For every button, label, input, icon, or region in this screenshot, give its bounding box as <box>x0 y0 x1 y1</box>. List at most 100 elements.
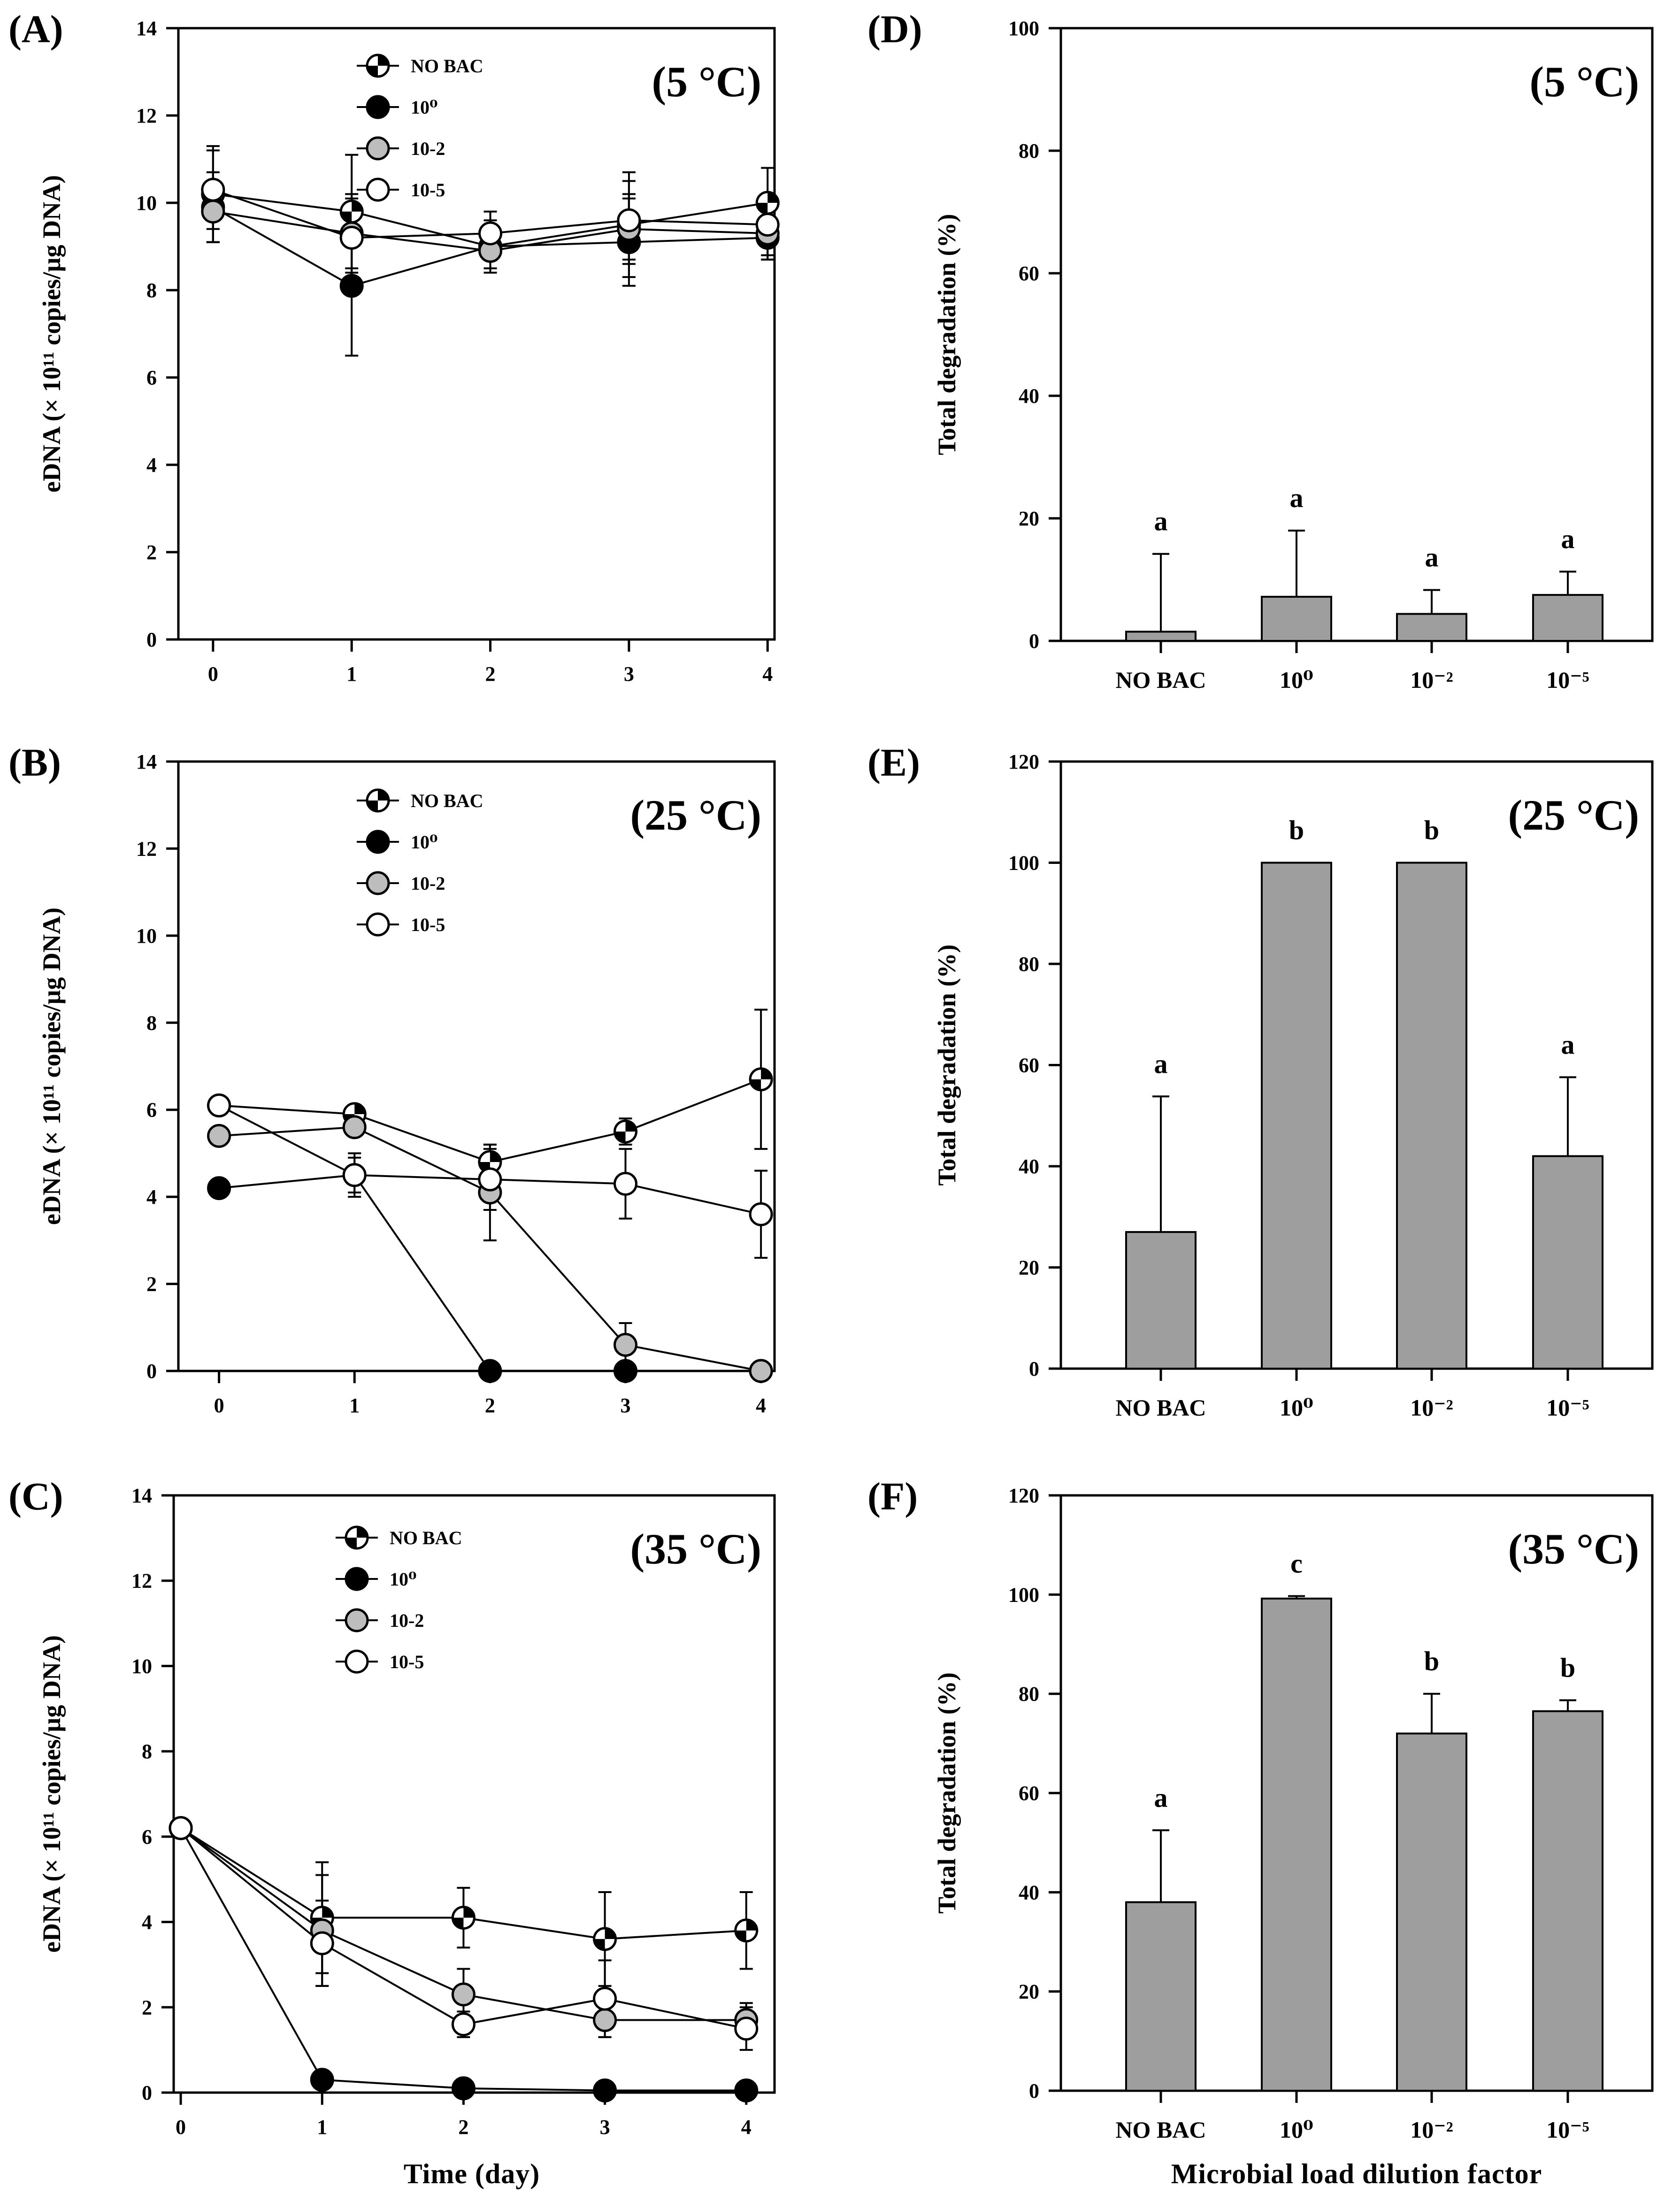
data-point-d2 <box>749 1359 773 1383</box>
panel-d: 0 20 40 60 80 100 a NO BAC a 10⁰ a 10⁻² a 10⁻⁵ (D) (5 °… <box>867 8 1654 693</box>
x-tick-label: 4 <box>756 1394 766 1417</box>
bar <box>1532 594 1603 642</box>
x-tick-label: 3 <box>621 1394 631 1417</box>
legend-label-d5: 10-5 <box>390 1651 424 1672</box>
x-tick-label: 3 <box>624 662 634 685</box>
x-tick-label: 2 <box>458 2116 468 2139</box>
bar <box>1261 862 1332 1370</box>
y-tick-label: 0 <box>146 628 157 651</box>
category-label: NO BAC <box>1115 2117 1206 2143</box>
x-axis-title-dilution: Microbial load dilution factor <box>1171 2158 1542 2189</box>
panel-letter: (B) <box>8 741 61 785</box>
bar <box>1532 1155 1603 1370</box>
significance-label: b <box>1424 1646 1439 1677</box>
legend-marker-d2 <box>345 1608 369 1632</box>
plot-frame <box>1059 27 1654 642</box>
data-point-d5 <box>478 221 503 246</box>
legend-marker-no_bac-quad-2 <box>367 801 378 811</box>
y-tick-label: 100 <box>1008 852 1039 875</box>
data-point-d5 <box>451 2012 476 2037</box>
panel-letter: (A) <box>8 8 63 51</box>
y-tick-label: 4 <box>146 454 157 477</box>
data-point-d5 <box>201 177 225 202</box>
data-point-no_bac-quad-1 <box>746 1919 757 1931</box>
bar <box>1125 1901 1197 2092</box>
temperature-label: (35 °C) <box>630 1525 761 1573</box>
x-tick-label: 1 <box>346 662 357 685</box>
y-tick-label: 40 <box>1019 385 1039 408</box>
data-point-no_bac-quad-1 <box>625 1121 637 1132</box>
temperature-label: (5 °C) <box>652 58 761 106</box>
category-label: 10⁻⁵ <box>1546 1394 1589 1421</box>
data-point-no_bac-quad-1 <box>767 192 779 203</box>
data-point-d5 <box>593 1986 617 2011</box>
data-point-d0 <box>207 1176 231 1201</box>
y-tick-label: 14 <box>131 1484 152 1507</box>
data-point-d0 <box>593 2078 617 2102</box>
category-label: 10⁰ <box>1280 667 1313 693</box>
data-point-d2 <box>342 1115 367 1139</box>
bar <box>1396 613 1467 642</box>
data-point-d0 <box>310 2068 334 2092</box>
data-point-d5 <box>339 225 364 250</box>
x-tick-label: 3 <box>600 2116 610 2139</box>
data-point-d2 <box>201 200 225 224</box>
data-point-d2 <box>207 1124 231 1148</box>
y-tick-label: 2 <box>146 541 157 564</box>
data-point-d5 <box>310 1931 334 1955</box>
data-point-d0 <box>614 1359 637 1383</box>
legend: NO BAC 10⁰ 10-2 10-5 <box>357 788 483 937</box>
data-point-no_bac-quad-2 <box>453 1917 464 1929</box>
x-tick-label: 2 <box>485 662 496 685</box>
data-point-no_bac-quad-2 <box>614 1132 626 1143</box>
legend-marker-d2 <box>366 136 390 161</box>
category-label: NO BAC <box>1115 667 1206 693</box>
data-point-no_bac-quad-1 <box>354 1103 366 1114</box>
data-point-d5 <box>342 1163 367 1187</box>
plot-frame <box>1059 760 1654 1370</box>
panel-letter: (D) <box>867 8 922 51</box>
significance-label: a <box>1154 506 1168 537</box>
legend-marker-d0 <box>345 1567 369 1591</box>
significance-label: a <box>1154 1048 1168 1079</box>
category-label: 10⁰ <box>1280 1394 1313 1421</box>
legend-label-d5: 10-5 <box>411 914 445 935</box>
significance-label: a <box>1561 524 1575 554</box>
legend-label-d2: 10-2 <box>390 1610 424 1631</box>
data-point-no_bac-quad-2 <box>750 1079 761 1090</box>
data-point-d5 <box>478 1167 502 1192</box>
data-point-d5 <box>614 1171 637 1196</box>
y-tick-label: 2 <box>146 1273 157 1296</box>
y-tick-label: 40 <box>1019 1881 1039 1904</box>
data-point-no_bac-quad-1 <box>322 1907 333 1918</box>
category-label: NO BAC <box>1115 1394 1206 1421</box>
data-point-no_bac-quad-1 <box>605 1928 616 1939</box>
data-point-d2 <box>614 1332 637 1357</box>
legend-label-d0: 10⁰ <box>411 97 438 118</box>
y-tick-label: 0 <box>146 1360 157 1383</box>
y-tick-label: 80 <box>1019 139 1039 162</box>
y-tick-label: 120 <box>1008 750 1039 773</box>
data-point-d5 <box>749 1202 773 1226</box>
bar <box>1396 1732 1467 2092</box>
plot-frame <box>172 1494 776 2094</box>
temperature-label: (25 °C) <box>630 791 761 839</box>
category-label: 10⁰ <box>1280 2117 1313 2143</box>
y-tick-label: 12 <box>131 1570 152 1593</box>
panel-letter: (F) <box>867 1475 918 1518</box>
legend-label-d2: 10-2 <box>411 138 445 159</box>
panel-e: 0 20 40 60 80 100 120 a NO BAC b 10⁰ b 10⁻² a 10⁻⁵ (E) (… <box>867 741 1654 1421</box>
significance-label: b <box>1560 1652 1575 1683</box>
data-point-no_bac-quad-2 <box>341 211 352 223</box>
y-tick-label: 20 <box>1019 1980 1039 2003</box>
bar <box>1125 631 1197 642</box>
y-tick-label: 40 <box>1019 1155 1039 1178</box>
y-tick-label: 8 <box>146 279 157 302</box>
data-point-no_bac-quad-1 <box>352 200 363 212</box>
bar <box>1261 596 1332 642</box>
y-tick-label: 2 <box>142 1996 152 2019</box>
